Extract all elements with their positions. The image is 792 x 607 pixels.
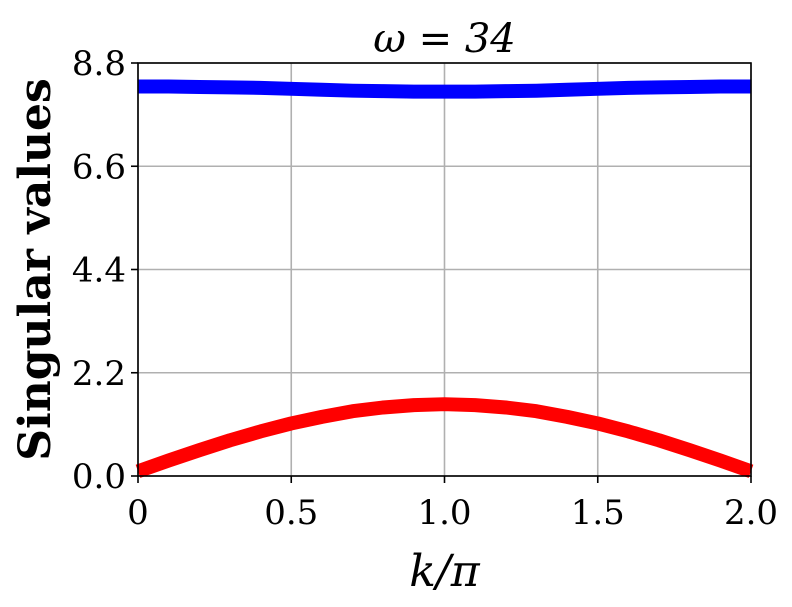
y-tick-label-2: 4.4 [72,251,126,291]
y-tick-label-3: 6.6 [72,147,126,187]
y-tick-label-4: 8.8 [72,44,126,84]
series-line-0 [138,79,751,99]
x-ticks: 0 0.5 1.0 1.5 2.0 [127,476,778,533]
x-tick-label-2: 1.0 [417,493,471,533]
x-tick-label-1: 0.5 [264,493,318,533]
x-axis-label: k/π [409,546,480,597]
grid [137,62,752,477]
y-tick-label-1: 2.2 [72,354,126,394]
series-group [135,79,754,478]
series-line-1 [135,397,754,478]
x-tick-label-3: 1.5 [571,493,625,533]
y-axis-label: Singular values [10,78,61,461]
x-tick-label-0: 0 [127,493,149,533]
y-tick-label-0: 0.0 [72,457,126,497]
x-tick-label-4: 2.0 [724,493,778,533]
chart-title: ω = 34 [373,16,515,62]
y-ticks: 0.0 2.2 4.4 6.6 8.8 [72,44,138,497]
